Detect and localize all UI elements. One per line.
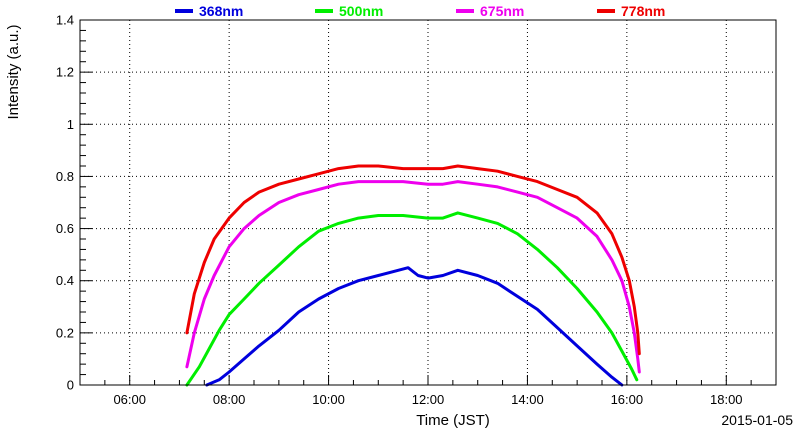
x-tick-label: 10:00	[312, 392, 345, 407]
y-tick-label: 0.4	[56, 273, 74, 288]
legend-label-368nm: 368nm	[199, 3, 243, 19]
series-line-675nm	[185, 180, 641, 374]
y-tick-label: 0.2	[56, 325, 74, 340]
legend-label-675nm: 675nm	[480, 3, 524, 19]
y-tick-label: 1.2	[56, 65, 74, 80]
y-tick-label: 0	[67, 378, 74, 393]
x-tick-label: 18:00	[710, 392, 743, 407]
x-tick-label: 16:00	[611, 392, 644, 407]
series-line-368nm	[205, 266, 624, 387]
grid	[80, 20, 776, 385]
legend: 368nm 500nm 675nm 778nm	[175, 3, 665, 19]
y-tick-label: 0.8	[56, 169, 74, 184]
y-tick-label: 0.6	[56, 221, 74, 236]
y-tick-label: 1	[67, 117, 74, 132]
series-line-778nm	[185, 164, 641, 356]
legend-label-778nm: 778nm	[621, 3, 665, 19]
x-tick-label: 06:00	[113, 392, 146, 407]
tick-labels: 06:00 08:00 10:00 12:00 14:00 16:00 18:00 0 0.2 0…	[56, 13, 743, 408]
legend-label-500nm: 500nm	[339, 3, 383, 19]
series-line-500nm	[185, 211, 639, 387]
x-tick-label: 12:00	[412, 392, 445, 407]
plot-area	[80, 20, 776, 385]
y-axis-title: Intensity (a.u.)	[5, 24, 22, 119]
series-lines	[185, 164, 641, 387]
x-tick-label: 08:00	[213, 392, 246, 407]
x-axis-title: Time (JST)	[416, 412, 490, 429]
y-tick-label: 1.4	[56, 13, 74, 28]
x-tick-label: 14:00	[511, 392, 544, 407]
axis-ticks	[79, 19, 777, 386]
date-label: 2015-01-05	[721, 412, 793, 428]
